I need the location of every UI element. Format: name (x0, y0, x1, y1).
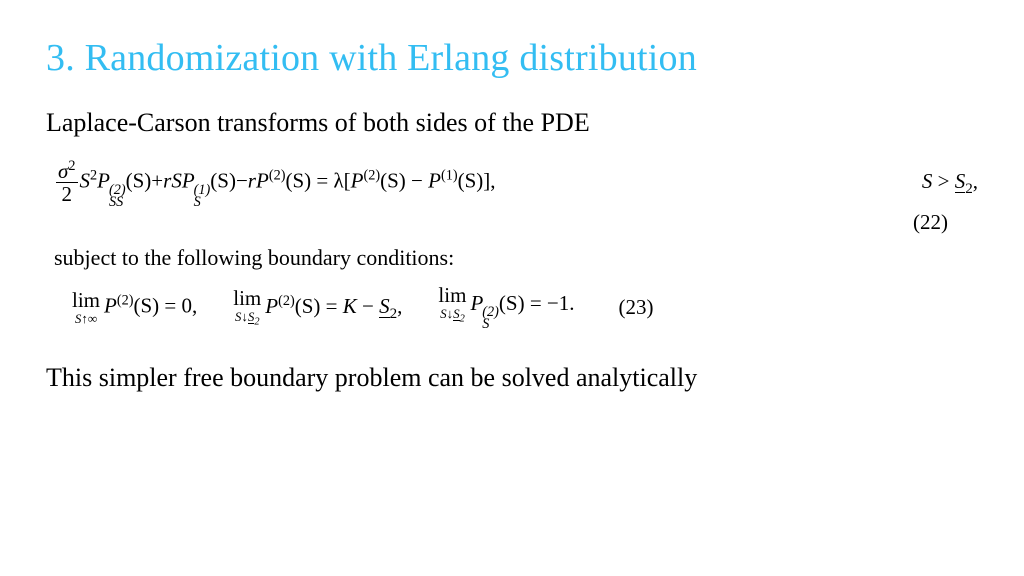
eq23-part2: lim S↓S2 P(2)(S) = K − S2, (233, 288, 402, 328)
subject-text: subject to the following boundary condit… (54, 245, 978, 271)
eq22-number-row: (22) (46, 210, 948, 235)
eq22-condition: S > S2, (922, 169, 978, 198)
slide-title: 3. Randomization with Erlang distributio… (46, 36, 978, 80)
eq22-number: (22) (913, 210, 948, 235)
conclusion-text: This simpler free boundary problem can b… (46, 363, 978, 393)
eq23-part3: lim S↓S2 P(2)S(S) = −1. (438, 285, 574, 330)
eq22-sigma-frac: σ2 2 (56, 160, 78, 205)
slide: 3. Randomization with Erlang distributio… (0, 0, 1024, 393)
eq23-part1: lim S↑∞ P(2)(S) = 0, (72, 290, 197, 325)
intro-text: Laplace-Carson transforms of both sides … (46, 108, 978, 138)
eq22-lhs-rhs: σ2 2 S2P(2)SS(S)+rSP(1)S(S)−rP(2)(S) = λ… (54, 160, 496, 208)
eq23-number: (23) (619, 295, 654, 320)
equation-22: σ2 2 S2P(2)SS(S)+rSP(1)S(S)−rP(2)(S) = λ… (54, 160, 978, 208)
equation-23: lim S↑∞ P(2)(S) = 0, lim S↓S2 P(2)(S) = … (72, 285, 978, 330)
